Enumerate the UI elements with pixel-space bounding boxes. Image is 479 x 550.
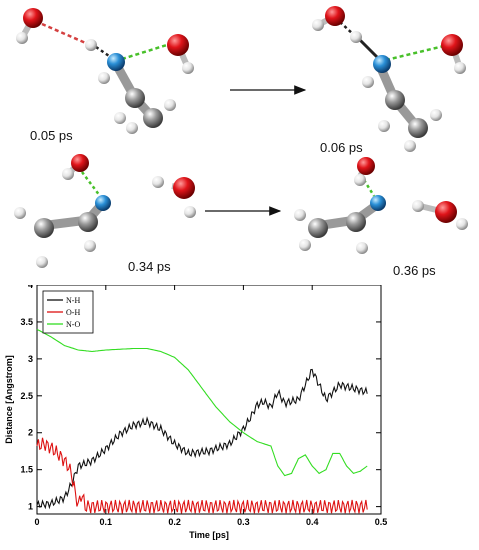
- x-tick-label: 0.3: [237, 517, 250, 527]
- atom-o: [23, 8, 43, 28]
- atom-o: [325, 6, 345, 26]
- atom-c: [408, 118, 428, 138]
- y-tick-label: 1: [28, 502, 33, 512]
- plot-area: [36, 285, 382, 515]
- legend-label: O-H: [66, 308, 80, 317]
- x-tick-label: 0: [34, 517, 39, 527]
- time-label-0-34ps: 0.34 ps: [128, 259, 171, 274]
- atom-n: [373, 55, 391, 73]
- atom-c: [125, 88, 145, 108]
- atom-h: [184, 206, 196, 218]
- x-axis-label: Time [ps]: [189, 530, 229, 540]
- atom-c: [34, 218, 54, 238]
- atom-h: [299, 239, 311, 251]
- atom-c: [143, 108, 163, 128]
- atom-h: [62, 168, 74, 180]
- atom-h: [84, 240, 96, 252]
- atom-o: [435, 201, 457, 223]
- snapshot-0-05ps: [16, 8, 194, 134]
- atom-h: [14, 207, 26, 219]
- y-axis: 1 1.5 2 2.5 3 3.5 4: [20, 285, 381, 512]
- legend: N-H O-H N-O: [42, 290, 94, 334]
- legend-box: [42, 290, 94, 334]
- y-tick-label: 2: [28, 428, 33, 438]
- atom-h: [36, 256, 48, 268]
- atom-o: [173, 177, 195, 199]
- y-tick-label: 2.5: [20, 391, 33, 401]
- x-tick-label: 0.2: [168, 517, 181, 527]
- hbond: [81, 171, 101, 197]
- atom-c: [385, 90, 405, 110]
- atom-h: [378, 120, 390, 132]
- atom-n: [107, 53, 125, 71]
- snapshot-0-06ps: [312, 6, 466, 152]
- atom-h: [456, 218, 468, 230]
- series-line-n-o: [36, 328, 368, 477]
- legend-label: N-H: [66, 296, 80, 305]
- breaking-bond: [41, 22, 89, 46]
- time-label-0-06ps: 0.06 ps: [320, 140, 363, 155]
- atom-c: [346, 212, 366, 232]
- atom-h: [312, 19, 324, 31]
- snapshot-0-34ps: [14, 154, 196, 268]
- x-axis: 0 0.1 0.2 0.3 0.4 0.5: [34, 285, 387, 527]
- atom-h: [354, 174, 366, 186]
- atom-c: [308, 218, 328, 238]
- series-line-n-h: [36, 368, 368, 510]
- atom-h: [85, 39, 97, 51]
- atom-h: [350, 31, 362, 43]
- atom-n: [95, 195, 111, 211]
- atom-h: [404, 140, 416, 152]
- atom-h: [454, 62, 466, 74]
- atom-h: [362, 76, 374, 88]
- atom-h: [294, 209, 306, 221]
- atom-h: [114, 112, 126, 124]
- hbond: [121, 42, 171, 61]
- time-label-0-36ps: 0.36 ps: [393, 263, 436, 278]
- hbond: [362, 179, 376, 197]
- legend-label: N-O: [66, 320, 80, 329]
- atom-h: [152, 176, 164, 188]
- snapshot-0-36ps: [294, 157, 468, 254]
- y-tick-label: 4: [28, 285, 33, 290]
- x-tick-label: 0.4: [306, 517, 319, 527]
- atom-h: [182, 62, 194, 74]
- atom-h: [16, 32, 28, 44]
- atom-o: [71, 154, 89, 172]
- atom-o: [441, 34, 463, 56]
- atom-h: [412, 200, 424, 212]
- atom-o: [357, 157, 375, 175]
- y-tick-label: 1.5: [20, 465, 33, 475]
- time-label-0-05ps: 0.05 ps: [30, 128, 73, 143]
- y-axis-label: Distance [Angstrom]: [4, 355, 14, 444]
- series-lines: [36, 328, 368, 515]
- atom-n: [370, 195, 386, 211]
- hbond: [385, 44, 445, 62]
- atom-h: [430, 109, 442, 121]
- distance-chart: 0 0.1 0.2 0.3 0.4 0.5 1 1.5 2 2.5 3 3.5 4 Time [ps]…: [4, 285, 387, 540]
- atom-c: [78, 212, 98, 232]
- atom-h: [164, 99, 176, 111]
- atom-h: [356, 242, 368, 254]
- x-tick-label: 0.1: [100, 517, 113, 527]
- y-tick-label: 3.5: [20, 317, 33, 327]
- series-line-o-h: [36, 437, 368, 515]
- atom-h: [98, 72, 110, 84]
- x-tick-label: 0.5: [375, 517, 388, 527]
- atom-h: [126, 122, 138, 134]
- y-tick-label: 3: [28, 354, 33, 364]
- bond: [358, 38, 380, 60]
- atom-o: [167, 34, 189, 56]
- molecular-snapshots: [14, 6, 468, 268]
